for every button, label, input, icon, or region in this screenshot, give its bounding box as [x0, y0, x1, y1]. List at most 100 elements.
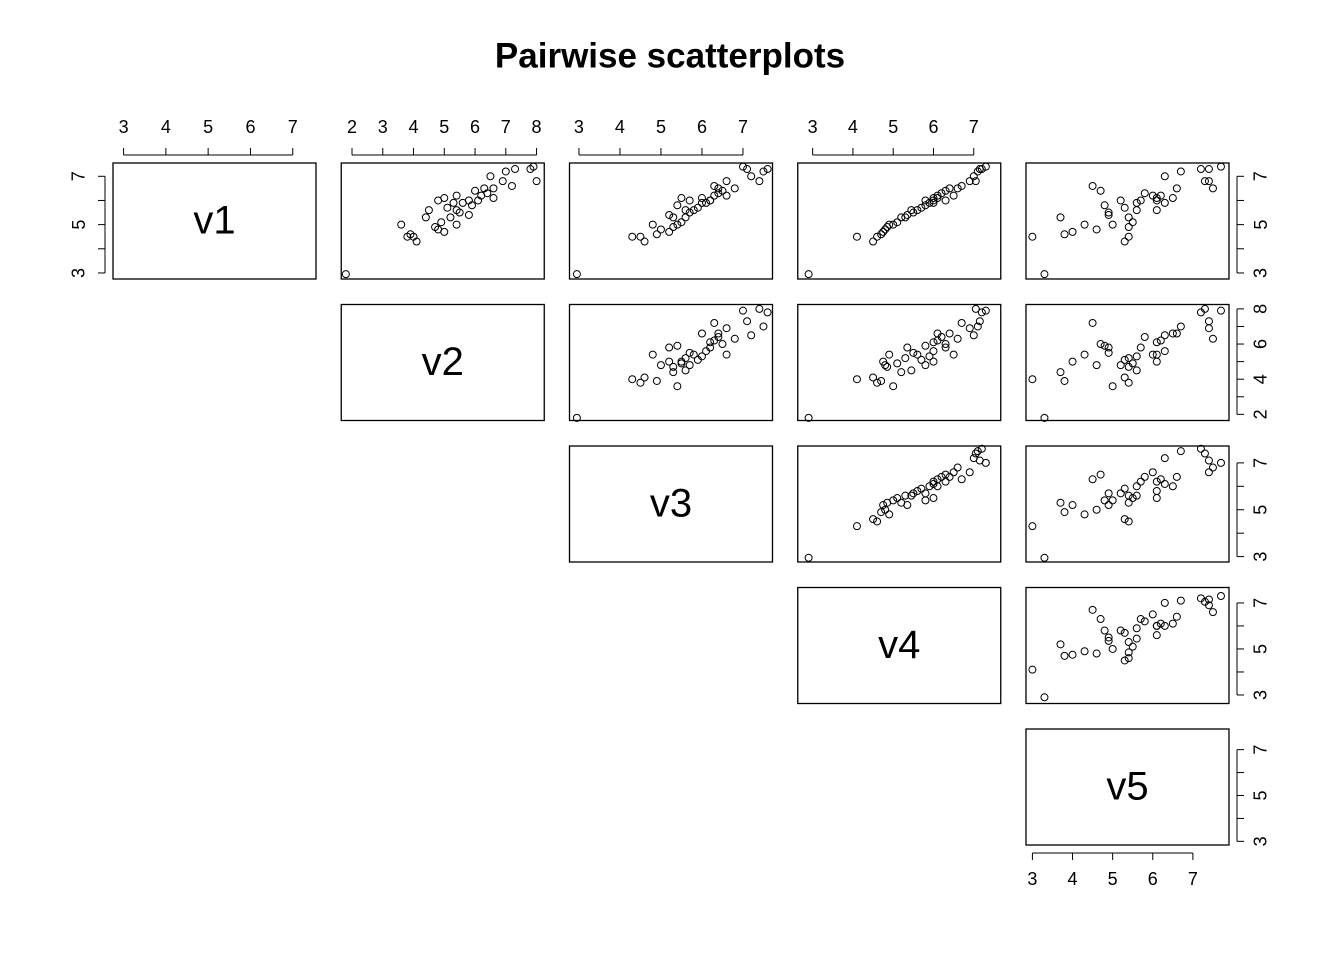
point	[953, 463, 962, 472]
point	[1056, 498, 1065, 507]
x-tick-label: 5	[203, 117, 213, 137]
point	[965, 324, 974, 333]
point	[1148, 191, 1157, 200]
point	[714, 333, 723, 342]
point	[1028, 232, 1037, 241]
point	[1120, 628, 1129, 637]
point	[1040, 693, 1049, 702]
point	[1132, 624, 1141, 633]
point	[909, 348, 918, 357]
point	[1132, 491, 1141, 500]
point	[879, 501, 888, 510]
point	[953, 184, 962, 193]
point	[1140, 472, 1149, 481]
point	[1120, 203, 1129, 212]
point	[1124, 498, 1133, 507]
point	[1132, 352, 1141, 361]
point	[501, 167, 510, 176]
point	[929, 196, 938, 205]
point	[480, 184, 489, 193]
point	[1152, 357, 1161, 366]
point	[397, 220, 406, 229]
point	[941, 340, 950, 349]
point	[981, 162, 990, 171]
point	[1068, 501, 1077, 510]
point	[804, 270, 813, 279]
point	[941, 477, 950, 486]
x-tick-label: 7	[969, 117, 979, 137]
x-tick-label: 4	[409, 117, 419, 137]
point	[903, 343, 912, 352]
point	[929, 194, 938, 203]
x-tick-label: 8	[532, 117, 542, 137]
point	[852, 375, 861, 384]
point	[722, 191, 731, 200]
point	[921, 361, 930, 370]
point	[1216, 306, 1225, 315]
point	[640, 237, 649, 246]
point	[889, 220, 898, 229]
point	[1216, 592, 1225, 601]
point	[1160, 479, 1169, 488]
point	[1168, 194, 1177, 203]
point	[1160, 198, 1169, 207]
point	[1124, 638, 1133, 647]
point	[933, 194, 942, 203]
panel	[340, 303, 545, 422]
point	[759, 167, 768, 176]
point	[1088, 181, 1097, 190]
point	[669, 213, 678, 222]
point	[1156, 475, 1165, 484]
point	[917, 484, 926, 493]
variable-label: v5	[1106, 765, 1148, 809]
point	[1100, 341, 1109, 350]
point	[1148, 350, 1157, 359]
variable-label: v2	[422, 340, 464, 384]
point	[893, 494, 902, 503]
point	[885, 350, 894, 359]
point	[1140, 617, 1149, 626]
point	[656, 225, 665, 234]
x-tick-label: 5	[656, 117, 666, 137]
point	[973, 447, 982, 456]
point	[738, 306, 747, 315]
point	[941, 343, 950, 352]
point	[431, 223, 440, 232]
point	[1040, 553, 1049, 562]
panel	[1025, 303, 1230, 422]
x-tick-label: 7	[1188, 869, 1198, 889]
point	[489, 184, 498, 193]
point	[1080, 220, 1089, 229]
x-tick-label: 3	[378, 117, 388, 137]
point	[1096, 615, 1105, 624]
point	[1140, 189, 1149, 198]
point	[907, 491, 916, 500]
point	[941, 470, 950, 479]
point	[1124, 517, 1133, 526]
point	[897, 368, 906, 377]
point	[710, 318, 719, 327]
point	[1132, 366, 1141, 375]
point	[1108, 220, 1117, 229]
variable-label: v4	[878, 623, 920, 667]
point	[1060, 651, 1069, 660]
point	[421, 213, 430, 222]
point	[1172, 329, 1181, 338]
point	[440, 194, 449, 203]
point	[706, 343, 715, 352]
point	[1132, 482, 1141, 491]
point	[1080, 647, 1089, 656]
panel	[797, 162, 1002, 280]
point	[665, 227, 674, 236]
point	[1068, 357, 1077, 366]
point	[730, 184, 739, 193]
point	[913, 350, 922, 359]
point	[903, 501, 912, 510]
point	[1040, 413, 1049, 422]
x-tick-label: 6	[697, 117, 707, 137]
point	[885, 510, 894, 519]
point	[885, 220, 894, 229]
point	[1056, 368, 1065, 377]
point	[1168, 619, 1177, 628]
point	[1092, 225, 1101, 234]
